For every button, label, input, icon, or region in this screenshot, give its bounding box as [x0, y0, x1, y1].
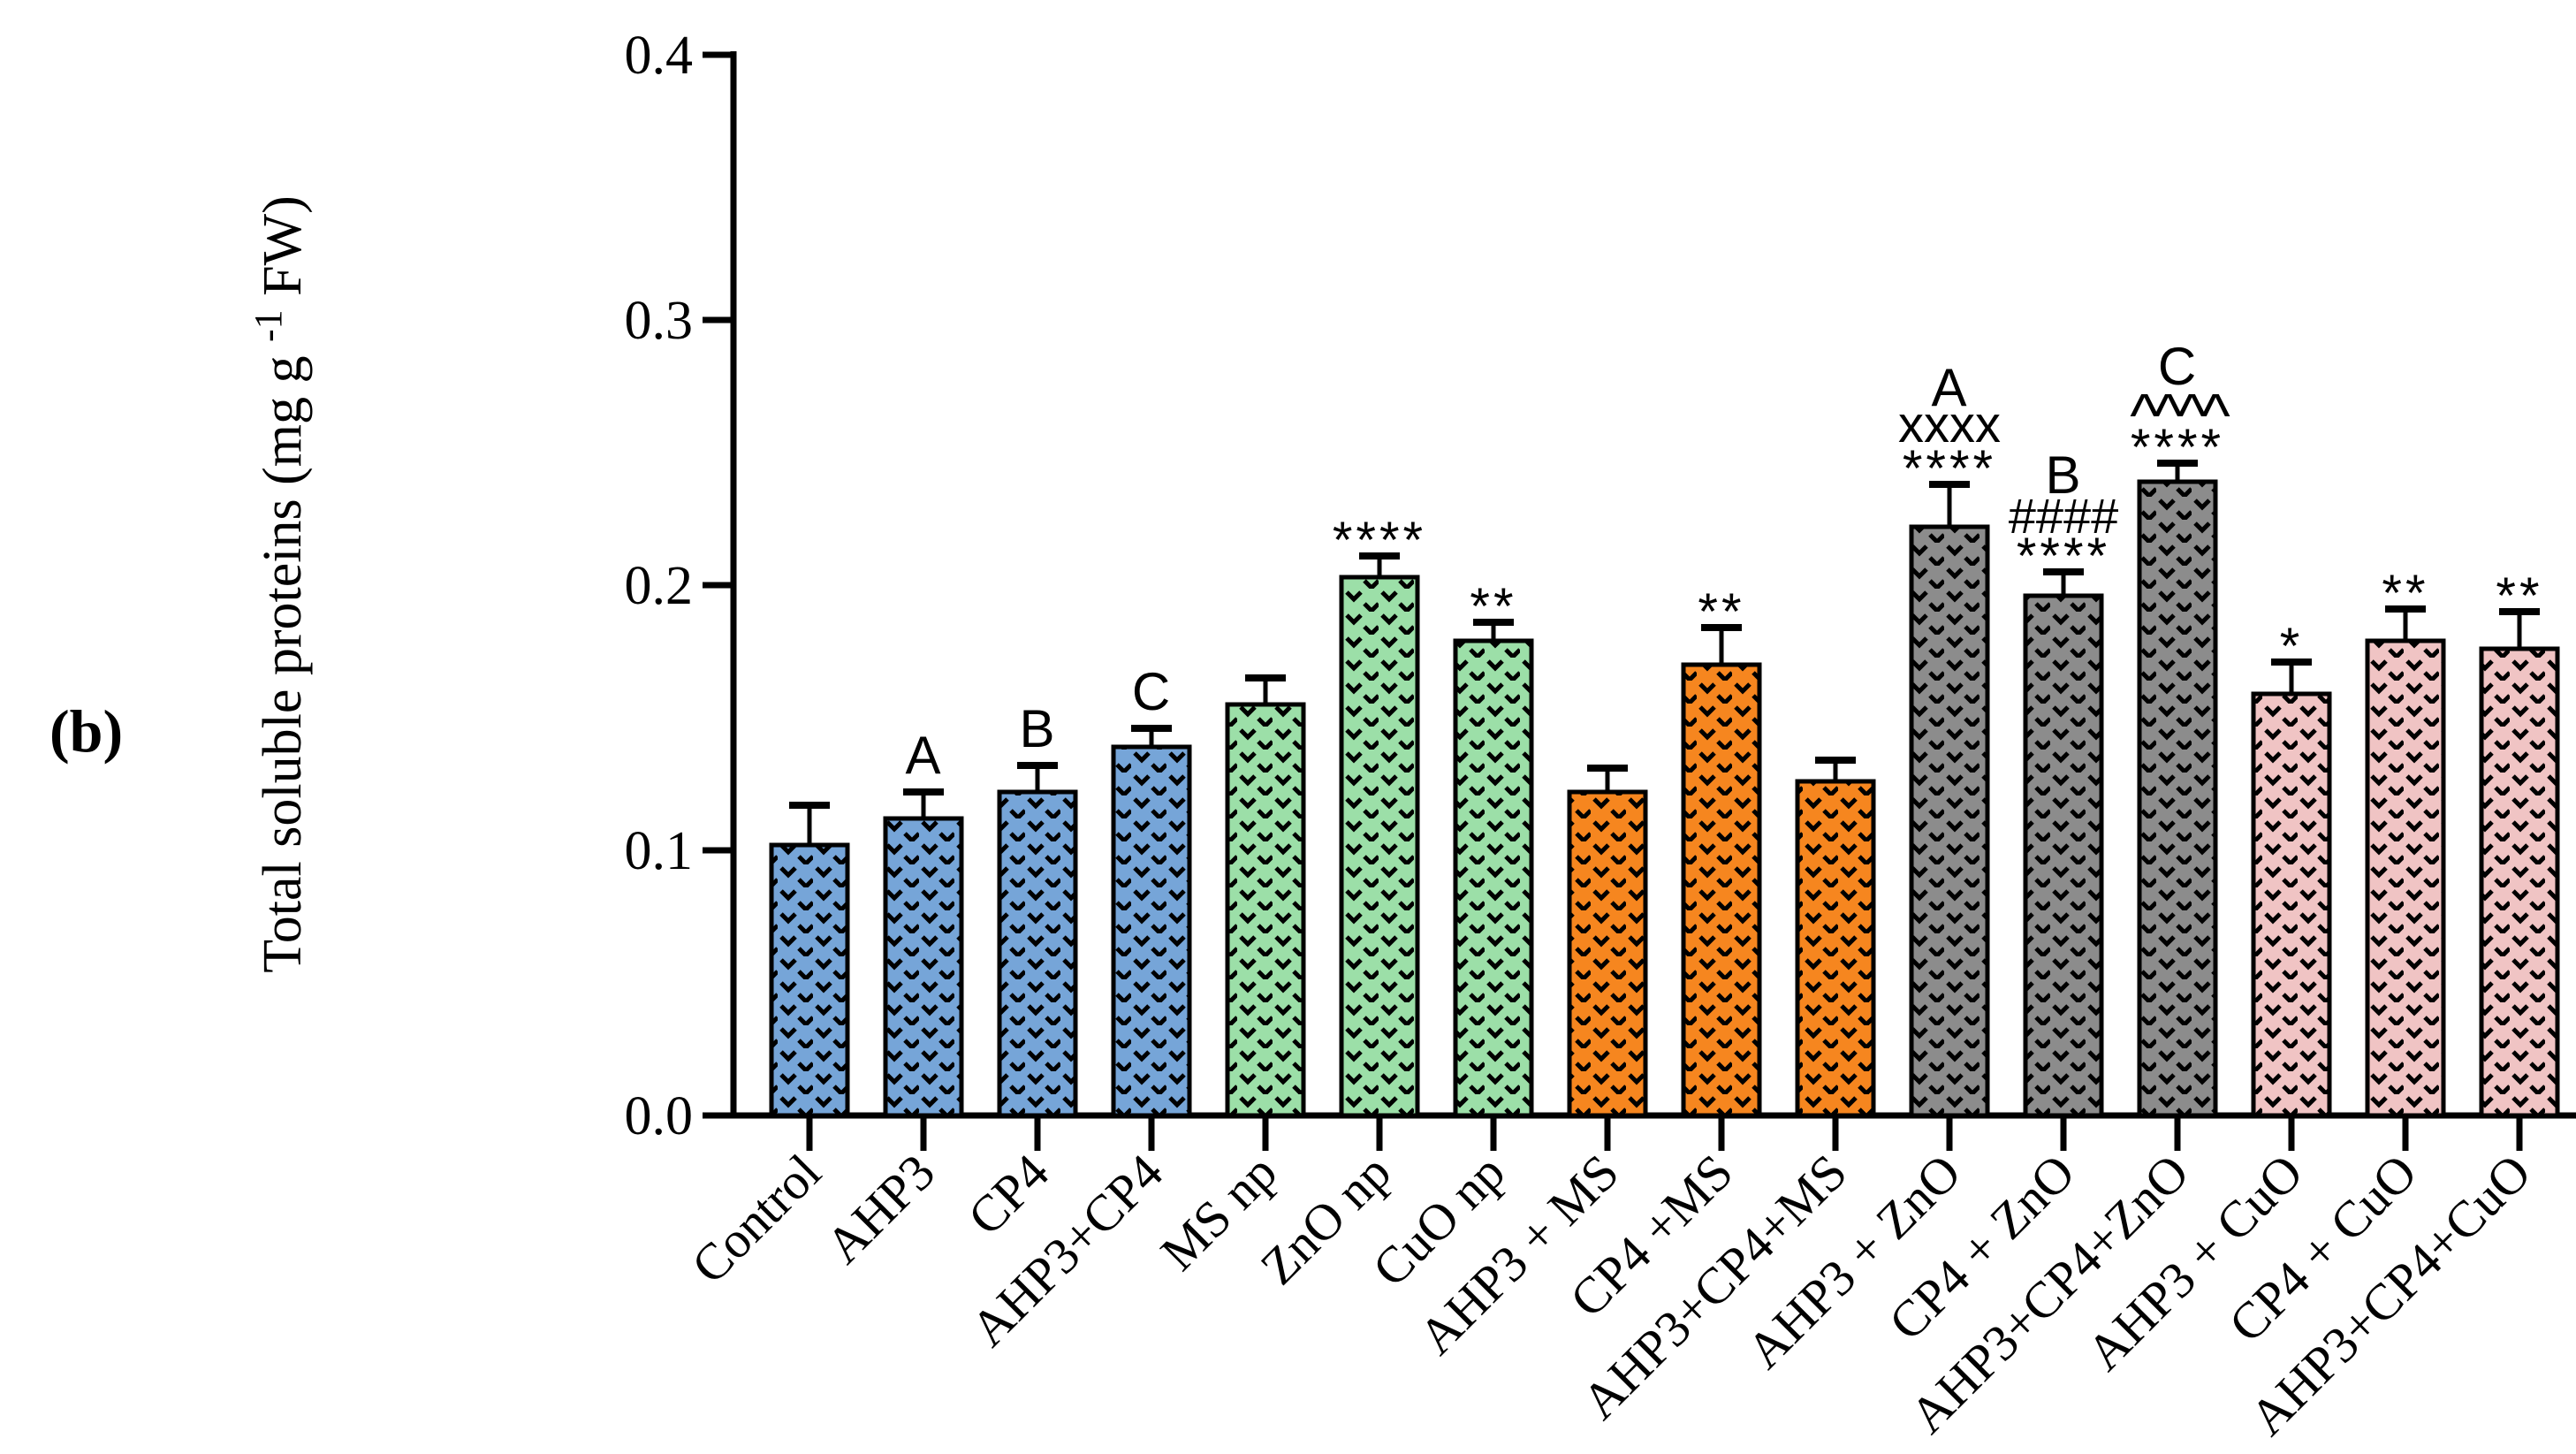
y-tick-label: 0.0 — [625, 1086, 694, 1146]
bars — [769, 479, 2560, 1118]
bar — [2479, 646, 2560, 1118]
bar — [2251, 691, 2332, 1118]
bar — [1681, 662, 1762, 1118]
bar — [1909, 524, 1990, 1118]
significance-label: C — [1132, 662, 1171, 721]
x-tick-label: Control — [680, 1143, 832, 1294]
significance-label: **** — [1333, 512, 1426, 569]
x-tick-label: AHP3 — [815, 1143, 946, 1275]
bar — [1567, 789, 1648, 1118]
significance-label: #### — [2009, 488, 2119, 544]
y-tick-label: 0.2 — [625, 556, 694, 616]
significance-label: ** — [1470, 578, 1516, 636]
bar — [1453, 638, 1534, 1118]
significance-label: xxxx — [1898, 396, 2001, 453]
bar — [769, 842, 850, 1118]
bar — [2137, 479, 2218, 1118]
bar — [883, 816, 964, 1118]
significance-label: **** — [1903, 440, 1996, 498]
significance-label: A — [905, 726, 941, 785]
significance-label: B — [2045, 445, 2081, 505]
y-tick-label: 0.4 — [625, 26, 694, 86]
bar — [997, 789, 1078, 1118]
panel-label: (b) — [49, 697, 124, 765]
figure-panel-b: (b) A B C **** ** ** **** xxxx A **** #### B **** ^^^… — [35, 14, 2576, 1440]
significance-label: **** — [2017, 528, 2110, 585]
significance-label: **** — [2131, 419, 2224, 476]
significance-label: B — [1019, 699, 1055, 758]
significance-label: ^^^^ — [2130, 381, 2230, 450]
significance-label: ** — [2496, 567, 2542, 625]
y-axis-title: Total soluble proteins (mg g -1 FW) — [247, 195, 313, 973]
significance-label: A — [1931, 358, 1967, 417]
bar — [1111, 744, 1192, 1118]
significance-label: ** — [2382, 565, 2428, 622]
y-tick-label: 0.1 — [625, 821, 694, 881]
error-bars — [789, 460, 2540, 843]
bar — [2023, 593, 2104, 1118]
bar — [2365, 638, 2446, 1118]
bar — [1795, 779, 1876, 1118]
bar — [1225, 702, 1306, 1118]
y-tick-label: 0.3 — [625, 291, 694, 351]
significance-label: C — [2158, 337, 2197, 396]
significance-label: ** — [1698, 583, 1744, 641]
bar — [1339, 575, 1420, 1118]
significance-label: * — [2280, 618, 2304, 675]
